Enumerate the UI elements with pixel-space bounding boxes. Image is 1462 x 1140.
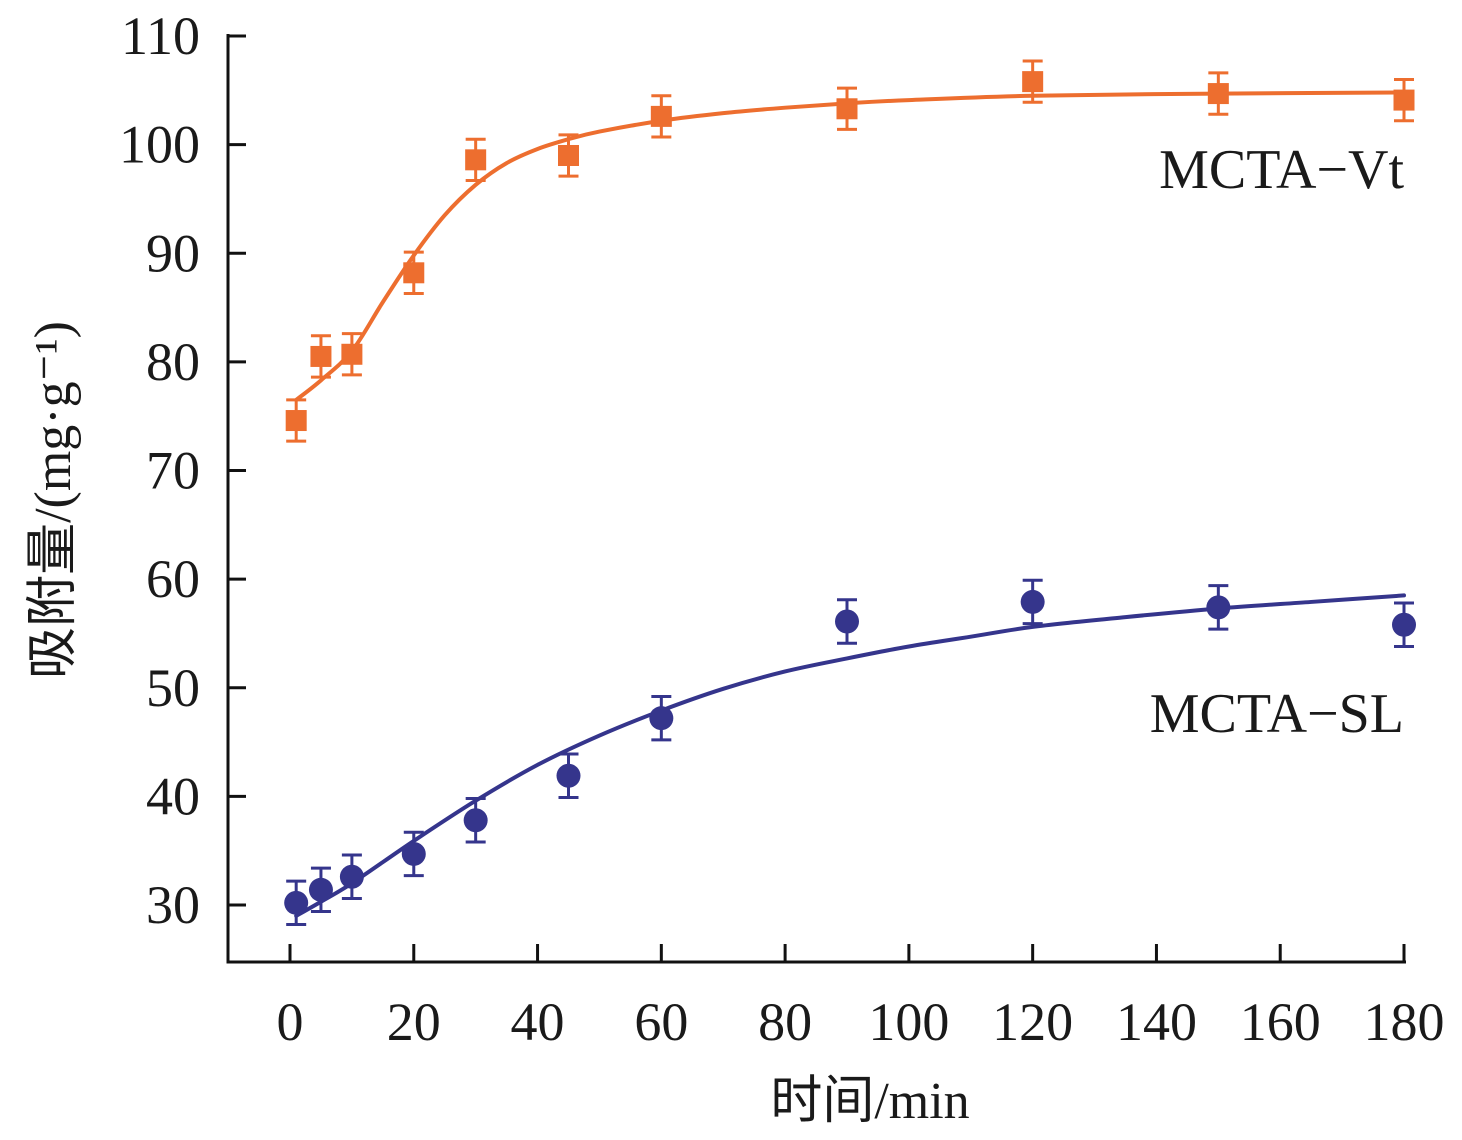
series-label-mcta-sl: MCTA−SL [1150, 683, 1404, 745]
data-point-square [558, 144, 579, 166]
data-point-circle [339, 864, 364, 889]
data-point-circle [835, 609, 859, 634]
x-tick-label: 100 [868, 992, 949, 1052]
data-point-circle [1206, 595, 1231, 620]
x-tick-label: 160 [1240, 992, 1321, 1052]
data-point-square [465, 149, 487, 171]
y-tick-label: 70 [146, 441, 200, 501]
x-axis-title: 时间/min [770, 1073, 969, 1130]
data-point-square [1022, 71, 1044, 93]
y-tick-label: 30 [146, 875, 200, 935]
x-tick-label: 60 [634, 992, 688, 1052]
series-mcta-sl [284, 578, 1416, 927]
axes: 30 40 50 60 70 80 90 100 110 0 20 40 60 80 100 120 140 1… [119, 6, 1445, 1052]
x-tick-label: 180 [1364, 992, 1445, 1052]
y-tick-label: 80 [146, 332, 200, 392]
series-mcta-vt [285, 59, 1415, 443]
data-point-square [310, 345, 332, 367]
data-point-circle [463, 808, 488, 833]
y-tick-label: 110 [121, 6, 200, 66]
x-tick-label: 80 [758, 992, 812, 1052]
data-point-square [341, 343, 363, 365]
data-point-square [285, 410, 307, 432]
data-point-square [1207, 83, 1229, 105]
data-point-circle [556, 763, 581, 788]
y-tick-label: 100 [119, 115, 200, 175]
series-label-mcta-vt: MCTA−Vt [1159, 139, 1404, 201]
y-axis-title: 吸附量/(mg·g⁻¹) [25, 321, 82, 679]
data-point-circle [1020, 589, 1045, 614]
x-tick-label: 0 [277, 992, 304, 1052]
x-tick-label: 120 [992, 992, 1073, 1052]
data-point-circle [649, 706, 674, 731]
y-ticks: 30 40 50 60 70 80 90 100 110 [119, 6, 246, 935]
x-tick-label: 40 [511, 992, 565, 1052]
data-point-circle [284, 890, 309, 915]
y-tick-label: 50 [146, 658, 200, 718]
y-tick-label: 90 [146, 223, 200, 283]
x-tick-label: 20 [387, 992, 441, 1052]
data-point-square [403, 262, 425, 284]
y-tick-label: 40 [146, 766, 200, 826]
data-point-square [836, 98, 858, 120]
data-point-square [650, 105, 672, 127]
y-tick-label: 60 [146, 549, 200, 609]
data-point-circle [1392, 612, 1416, 637]
x-tick-label: 140 [1116, 992, 1197, 1052]
data-point-circle [401, 841, 426, 866]
data-point-circle [308, 877, 333, 902]
x-ticks: 0 20 40 60 80 100 120 140 160 180 [277, 944, 1445, 1052]
plot-area [284, 59, 1416, 927]
data-point-square [1393, 89, 1415, 111]
